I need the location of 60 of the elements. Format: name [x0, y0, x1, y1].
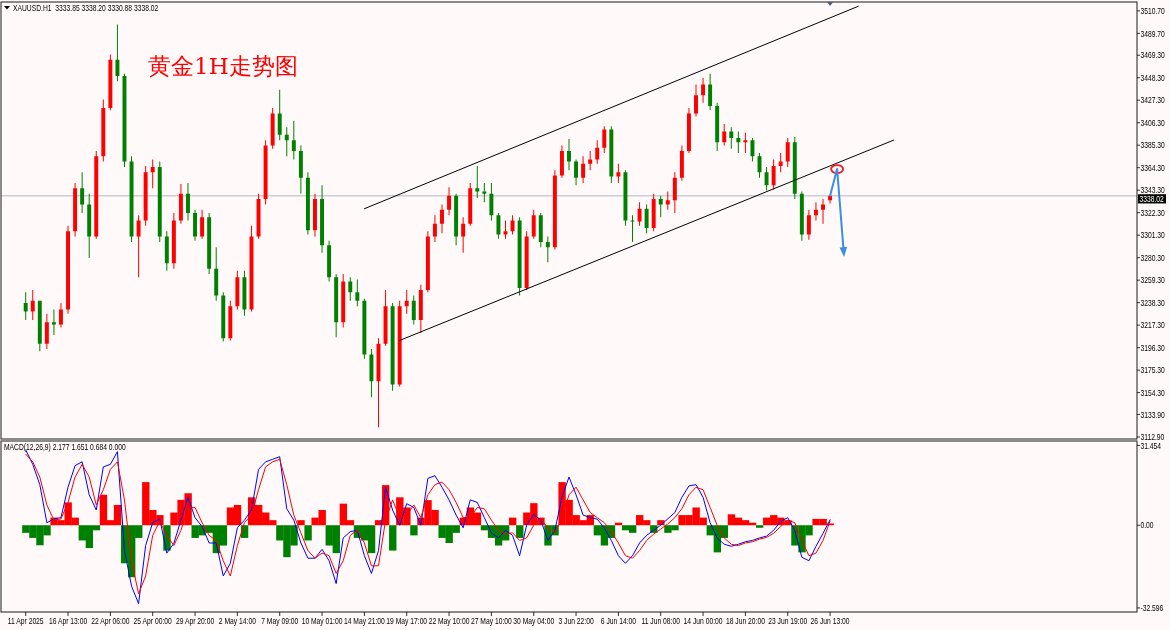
x-tick-label: 29 Apr 20:00 — [175, 615, 215, 626]
y-tick-label: 3364.30 — [1140, 163, 1165, 174]
y-tick-label: 0.00 — [1140, 520, 1154, 531]
y-tick-label: 3217.30 — [1140, 320, 1165, 331]
title: 黄金1H走势图 — [148, 52, 298, 79]
x-tick-label: 22 Apr 06:00 — [91, 615, 130, 626]
y-tick-label: -32.596 — [1140, 603, 1164, 614]
x-tick-label: 11 Jun 08:00 — [641, 615, 680, 626]
y-tick-label: 3343.30 — [1140, 185, 1165, 196]
bar — [297, 520, 305, 526]
x-tick-label: 18 Jun 20:00 — [725, 615, 765, 626]
candlestick — [51, 309, 56, 336]
x-tick-label: 10 May 01:00 — [301, 615, 343, 626]
bar — [389, 525, 397, 551]
x-tick-label: 2 May 14:00 — [218, 615, 256, 626]
x-tick-label: 3 Jun 22:00 — [558, 615, 594, 626]
x-tick-label: 27 May 10:00 — [471, 615, 512, 626]
x-tick-label: 23 Jun 19:00 — [768, 615, 808, 626]
annotation: XAUUSD.H1 3333.85 3338.20 3330.88 3338.02 — [13, 3, 159, 14]
x-tick-label: 19 May 17:00 — [386, 615, 428, 626]
y-tick-label: 3448.30 — [1140, 73, 1165, 84]
y-tick-label: 31.454 — [1140, 440, 1162, 451]
y-tick-label: 3196.30 — [1140, 342, 1165, 354]
x-tick-label: 22 May 10:00 — [428, 615, 470, 626]
x-tick-label: 7 May 09:00 — [261, 615, 299, 626]
y-tick-label: 3489.70 — [1140, 28, 1165, 39]
annotation: MACD(12,26,9) 2.177 1.651 0.684 0.000 — [4, 442, 126, 453]
x-tick-label: 11 Apr 2025 — [7, 615, 44, 626]
x-tick-label: 16 Apr 13:00 — [48, 615, 88, 626]
candlestick — [588, 150, 593, 171]
candlestick — [743, 132, 748, 154]
x-tick-label: 14 Jun 00:00 — [683, 615, 723, 626]
y-tick-label: 3133.90 — [1140, 409, 1165, 420]
y-tick-label: 3322.30 — [1140, 207, 1165, 219]
x-tick-label: 30 May 04:00 — [513, 615, 555, 626]
price-label: 3338.02 — [1139, 194, 1164, 205]
y-tick-label: 3301.30 — [1140, 230, 1165, 241]
x-tick-label: 6 Jun 14:00 — [600, 615, 636, 626]
y-tick-label: 3154.30 — [1140, 387, 1165, 399]
candlestick — [630, 215, 635, 242]
x-tick-label: 26 Jun 13:00 — [810, 615, 850, 626]
y-tick-label: 3469.30 — [1140, 50, 1165, 61]
x-tick-label: 14 May 21:00 — [343, 615, 385, 626]
y-tick-label: 3112.90 — [1140, 432, 1165, 443]
bar — [755, 525, 764, 528]
bar — [410, 525, 418, 536]
y-tick-label: 3259.30 — [1140, 275, 1165, 286]
candlestick — [821, 199, 825, 224]
bar — [304, 525, 312, 541]
y-tick-label: 3385.30 — [1140, 140, 1165, 151]
y-tick-label: 3510.70 — [1140, 6, 1165, 17]
y-tick-label: 3238.30 — [1140, 297, 1165, 309]
candlestick — [616, 163, 621, 184]
x-tick-label: 25 Apr 00:00 — [133, 615, 172, 626]
y-tick-label: 3175.30 — [1140, 365, 1165, 376]
y-tick-label: 3427.30 — [1140, 95, 1165, 106]
candlestick — [475, 165, 480, 199]
y-tick-label: 3280.30 — [1140, 252, 1165, 264]
bar — [516, 525, 524, 538]
y-tick-label: 3406.30 — [1140, 118, 1165, 129]
